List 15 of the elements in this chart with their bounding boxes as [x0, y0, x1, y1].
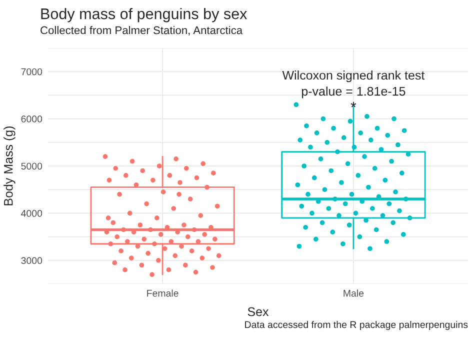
y-tick-label: 6000	[21, 116, 42, 122]
chart-subtitle: Collected from Palmer Station, Antarctica	[40, 26, 243, 36]
x-axis-title: Sex	[248, 307, 269, 316]
y-tick-label: 5000	[21, 162, 42, 170]
annotation: Wilcoxon signed rank test	[282, 70, 425, 82]
y-axis-title: Body Mass (g)	[4, 126, 16, 206]
y-tick-label: 3000	[21, 257, 42, 264]
chart-title: Body mass of penguins by sex	[41, 8, 248, 22]
text: Data accessed from the R package palmerpenguins	[245, 320, 468, 330]
annotation: p-value = 1.81e-15	[302, 86, 406, 98]
annotation: *	[350, 102, 356, 108]
y-tick-label: 4000	[21, 210, 42, 217]
y-tick-label: 7000	[21, 68, 42, 76]
x-tick-label: Male	[344, 290, 364, 297]
x-tick-label: Female	[147, 290, 178, 297]
